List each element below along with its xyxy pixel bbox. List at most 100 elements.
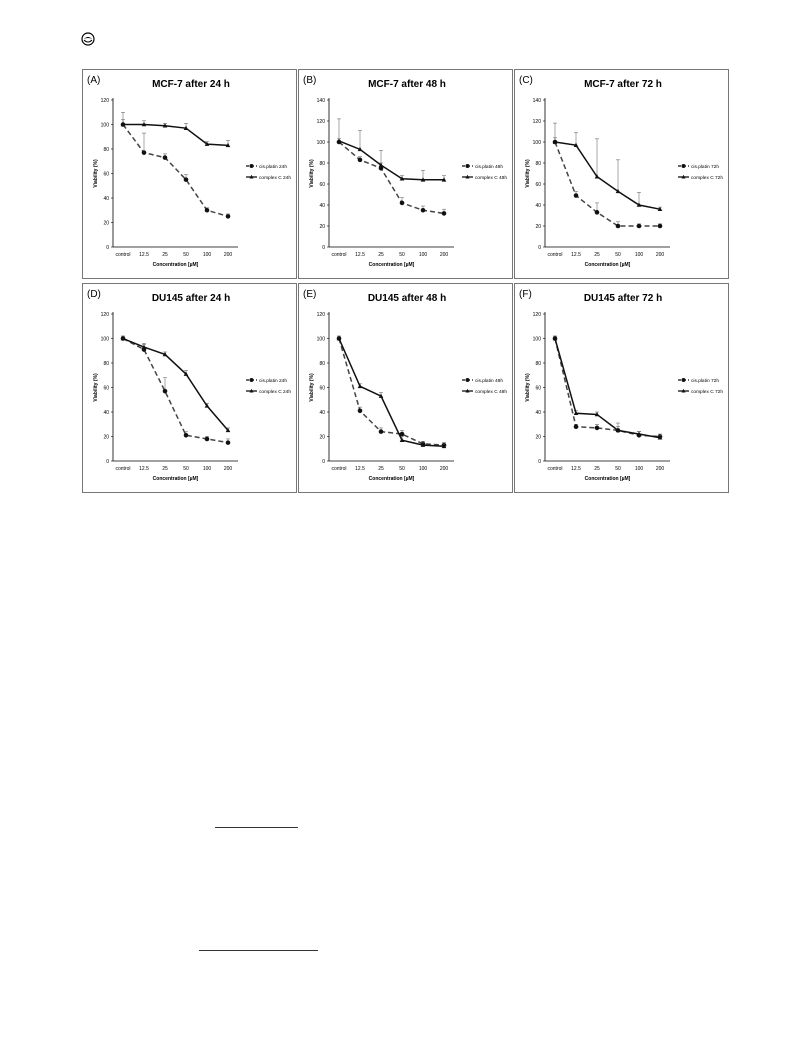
x-tick-label: 100 — [635, 252, 644, 258]
legend-marker — [465, 378, 470, 382]
data-point — [399, 176, 405, 181]
y-tick-label: 20 — [535, 224, 541, 230]
y-axis-label: Viability (%) — [525, 373, 531, 402]
series-line-cis-platin-48h — [338, 141, 445, 215]
legend-marker — [465, 174, 470, 179]
x-axis-label: Concentration [µM] — [585, 262, 631, 268]
data-point — [183, 432, 189, 438]
y-tick-label: 40 — [319, 410, 325, 416]
x-tick-label: control — [115, 252, 130, 258]
x-axis-label: Concentration [µM] — [585, 476, 631, 482]
legend-entry-complex-c-72h: complex C 72h — [691, 389, 723, 395]
data-point — [441, 177, 447, 182]
legend-marker — [681, 378, 686, 382]
x-tick-label: 12.5 — [355, 466, 365, 472]
legend-marker — [465, 388, 470, 393]
y-tick-label: 100 — [101, 123, 110, 129]
series-line-complex-c-24h — [123, 123, 229, 147]
y-tick-label: 20 — [535, 435, 541, 441]
y-tick-label: 40 — [103, 196, 109, 202]
chart-panel-c: (C) MCF-7 after 72 h 0 20 40 60 80 100 120 140 con… — [514, 69, 729, 279]
data-point — [573, 193, 579, 198]
panel-label: (A) — [87, 75, 100, 86]
data-point — [378, 162, 384, 167]
data-point — [357, 408, 363, 414]
x-tick-label: 12.5 — [139, 466, 149, 472]
x-tick-label: 25 — [594, 466, 600, 472]
x-tick-label: 25 — [378, 466, 384, 472]
series-line-cis-platin-24h — [122, 124, 229, 218]
data-point — [573, 142, 579, 147]
legend-marker — [465, 164, 470, 168]
series-line-complex-c-48h — [338, 338, 445, 448]
data-point — [399, 431, 405, 437]
data-point — [183, 371, 189, 376]
chart-svg: (D) DU145 after 24 h 0 20 40 60 80 100 120 contro… — [87, 289, 291, 482]
x-tick-label: 50 — [399, 466, 405, 472]
data-point — [552, 139, 558, 144]
y-tick-label: 20 — [319, 435, 325, 441]
data-point — [357, 383, 363, 389]
legend-entry-cis-platin-48h: cis.platin 48h — [475, 164, 503, 170]
x-tick-label: 50 — [183, 252, 189, 258]
x-tick-label: 25 — [162, 466, 168, 472]
y-tick-label: 100 — [101, 337, 110, 343]
y-tick-label: 80 — [535, 161, 541, 167]
y-tick-label: 140 — [317, 98, 326, 104]
y-tick-label: 0 — [322, 245, 325, 251]
y-axis-label: Viability (%) — [309, 373, 315, 402]
data-point — [141, 122, 147, 127]
data-point — [420, 442, 426, 447]
data-point — [657, 206, 663, 211]
legend-marker — [249, 174, 254, 179]
data-point — [162, 155, 168, 160]
y-axis-label: Viability (%) — [309, 159, 315, 188]
legend-marker — [681, 174, 686, 179]
x-tick-label: 25 — [594, 252, 600, 258]
y-tick-label: 20 — [103, 435, 109, 441]
x-tick-label: 100 — [203, 466, 212, 472]
data-point — [204, 436, 210, 442]
data-point — [378, 429, 384, 434]
x-tick-label: 12.5 — [139, 252, 149, 258]
chart-svg: (A) MCF-7 after 24 h 0 20 40 60 80 100 120 contro… — [87, 75, 291, 268]
data-point — [594, 210, 600, 215]
panel-label: (E) — [303, 289, 316, 300]
chart-title: MCF-7 after 48 h — [368, 79, 446, 90]
x-tick-label: 25 — [378, 252, 384, 258]
data-point — [636, 202, 642, 207]
chart-svg: (B) MCF-7 after 48 h 0 20 40 60 80 100 120 140 con… — [303, 75, 507, 268]
data-point — [336, 336, 342, 341]
data-point — [399, 437, 405, 442]
y-tick-label: 60 — [535, 386, 541, 392]
x-tick-label: 100 — [635, 466, 644, 472]
footnote-rule — [215, 827, 298, 828]
data-point — [636, 431, 642, 436]
x-axis-label: Concentration [µM] — [153, 476, 199, 482]
panel-label: (D) — [87, 289, 101, 300]
data-point — [336, 138, 342, 143]
data-point — [357, 146, 363, 152]
legend-entry-cis-platin-24h: cis.platin 24h — [259, 378, 287, 384]
data-point — [183, 177, 189, 182]
y-tick-label: 60 — [535, 182, 541, 188]
chart-title: MCF-7 after 24 h — [152, 79, 230, 90]
series-line-cis-platin-24h — [122, 337, 229, 444]
x-tick-label: 100 — [419, 252, 428, 258]
legend-marker — [249, 388, 254, 393]
legend-marker — [249, 378, 254, 382]
data-point — [441, 443, 447, 449]
chart-title: DU145 after 48 h — [368, 293, 446, 304]
chart-title: MCF-7 after 72 h — [584, 79, 662, 90]
chart-svg: (C) MCF-7 after 72 h 0 20 40 60 80 100 120 140 con… — [519, 75, 723, 268]
data-point — [204, 141, 210, 146]
figure-grid: (A) MCF-7 after 24 h 0 20 40 60 80 100 120 contro… — [82, 69, 732, 494]
data-point — [594, 425, 600, 431]
x-tick-label: 100 — [203, 252, 212, 258]
x-axis-label: Concentration [µM] — [369, 476, 415, 482]
data-point — [441, 211, 447, 216]
data-point — [162, 123, 168, 128]
series-line-complex-c-72h — [554, 338, 661, 439]
data-point — [225, 142, 231, 148]
y-tick-label: 60 — [103, 386, 109, 392]
